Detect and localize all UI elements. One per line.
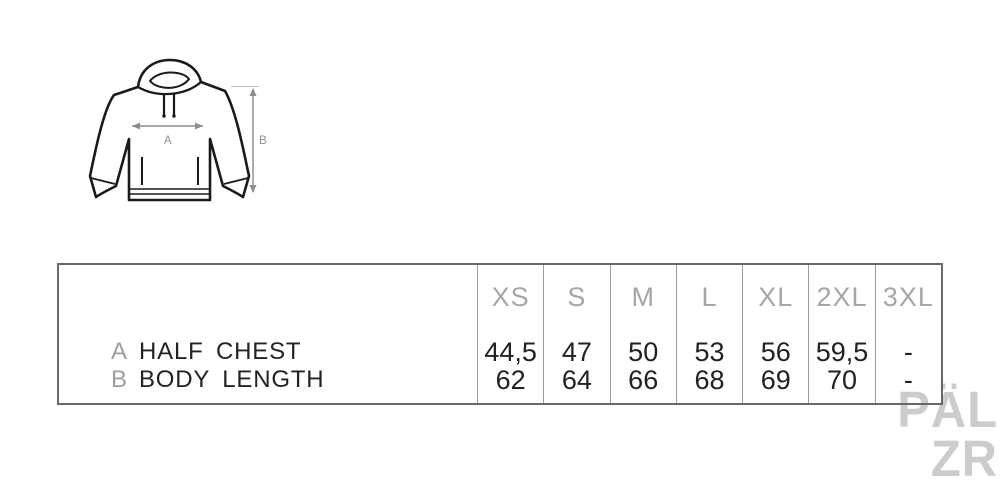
size-column-2xl: 2XL 59,5 70 [808,265,874,403]
body-length-value: 66 [628,364,659,395]
size-header: XS [491,281,530,312]
row-prefix-a: A [111,338,128,365]
size-column-s: S 47 64 [543,265,609,403]
brand-watermark-line1: PÄL [897,381,998,438]
body-length-value: - [903,364,913,395]
size-table: A HALF CHEST B BODY LENGTH XS 44,5 62 S … [57,263,943,405]
row-label-text: HALF CHEST [139,338,302,365]
half-chest-value: 56 [760,336,791,367]
brand-watermark: PÄL ZR [897,381,998,487]
measure-label-column: A HALF CHEST B BODY LENGTH [59,265,477,403]
body-length-value: 70 [827,364,858,395]
half-chest-value: 47 [561,336,592,367]
size-header: 2XL [816,281,868,312]
half-chest-value: 53 [694,336,725,367]
size-column-3xl: 3XL - - [874,265,941,403]
body-length-value: 69 [760,364,791,395]
size-column-m: M 50 66 [609,265,676,403]
size-column-xl: XL 56 69 [742,265,808,403]
size-header: XL [758,281,794,312]
hoodie-outline-icon [88,58,251,202]
size-header: L [701,281,718,312]
size-header: S [567,281,587,312]
size-header: M [631,281,655,312]
measure-arrow-b-icon [231,85,259,193]
size-column-l: L 53 68 [675,265,742,403]
measure-b-label: B [259,135,267,147]
row-label-body-length: B BODY LENGTH [59,366,477,394]
size-header: 3XL [882,281,934,312]
brand-watermark-line2: ZR [930,430,998,487]
row-label-half-chest: A HALF CHEST [59,338,477,366]
measure-arrow-a-icon [132,122,203,130]
row-label-text: BODY LENGTH [139,366,325,393]
body-length-value: 68 [694,364,725,395]
measure-a-label: A [164,135,172,147]
hoodie-diagram: A B [88,58,267,202]
half-chest-value: - [903,336,913,367]
half-chest-value: 44,5 [484,336,537,367]
size-column-xs: XS 44,5 62 [477,265,543,403]
label-header-spacer [59,265,477,338]
half-chest-value: 50 [628,336,659,367]
row-prefix-b: B [111,366,128,393]
half-chest-value: 59,5 [815,336,869,367]
body-length-value: 64 [561,364,592,395]
body-length-value: 62 [495,364,526,395]
